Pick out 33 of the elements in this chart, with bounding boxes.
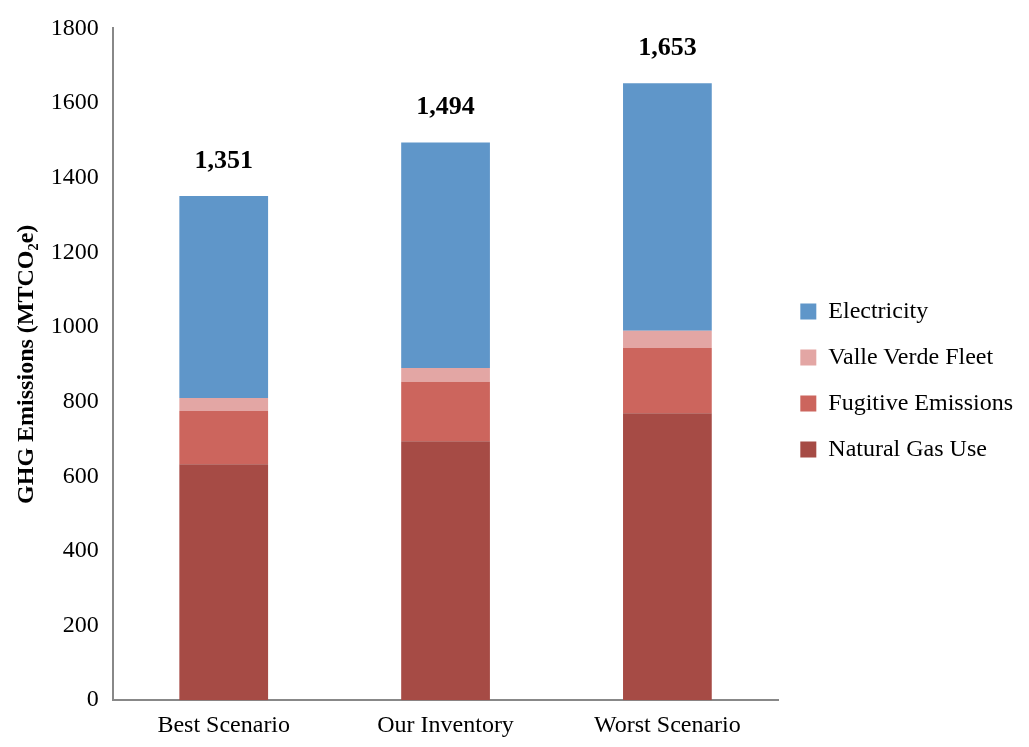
y-tick-label: 1800: [50, 13, 99, 40]
y-tick-label: 1200: [50, 237, 99, 264]
x-tick-label: Worst Scenario: [594, 710, 741, 737]
total-label: 1,653: [638, 31, 697, 61]
bar: [179, 464, 269, 701]
total-label: 1,351: [194, 144, 253, 174]
y-tick-label: 400: [62, 536, 99, 563]
y-tick-label: 600: [62, 461, 99, 488]
bar: [623, 83, 712, 331]
bar: [401, 441, 490, 701]
x-tick-label: Our Inventory: [377, 710, 514, 737]
legend-label: Fugitive Emissions: [828, 388, 1013, 415]
bar: [623, 347, 712, 414]
bar: [179, 397, 269, 411]
bar: [179, 410, 269, 465]
y-tick-label: 200: [62, 610, 99, 637]
legend-label: Natural Gas Use: [828, 434, 987, 461]
y-tick-label: 1000: [50, 312, 99, 339]
bar: [179, 195, 269, 398]
bar: [401, 368, 490, 382]
legend-label: Valle Verde Fleet: [828, 342, 994, 369]
y-tick-label: 800: [62, 386, 99, 413]
y-tick-label: 1600: [50, 88, 99, 115]
y-axis-title: GHG Emissions (MTCO₂e): [11, 224, 38, 504]
y-tick-label: 0: [86, 685, 99, 712]
bar: [623, 330, 712, 348]
y-tick-label: 1400: [50, 162, 99, 189]
bar: [623, 413, 712, 701]
bar: [401, 142, 490, 369]
total-label: 1,494: [416, 91, 475, 121]
legend-label: Electricity: [828, 296, 929, 323]
x-tick-label: Best Scenario: [157, 710, 291, 737]
bar: [401, 381, 490, 442]
